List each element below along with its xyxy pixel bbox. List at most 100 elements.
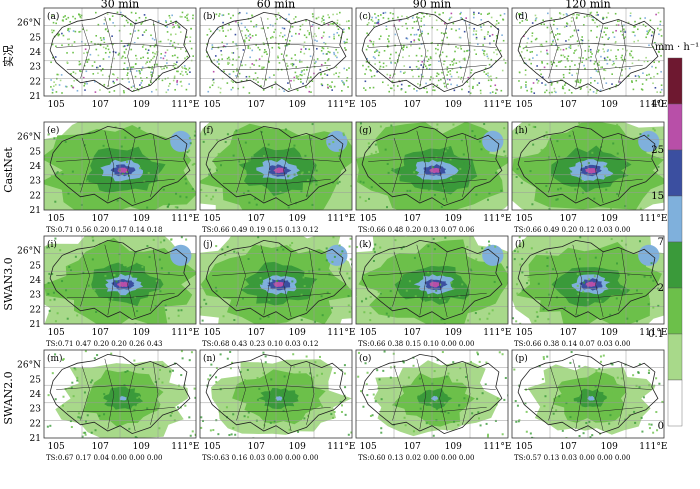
rain-pixel (389, 76, 391, 79)
rain-pixel (554, 276, 557, 279)
rain-pixel (341, 80, 343, 82)
rain-pixel (553, 90, 556, 93)
rain-pixel (232, 154, 235, 157)
rain-pixel (389, 74, 392, 77)
rain-pixel (356, 246, 359, 249)
rain-pixel (76, 376, 79, 379)
rain-pixel (81, 435, 84, 438)
rain-pixel (440, 20, 443, 22)
rain-pixel (398, 20, 401, 22)
x-tick-label: 109 (289, 214, 306, 224)
rain-pixel (347, 291, 350, 294)
rain-pixel (340, 369, 343, 372)
rain-pixel (591, 18, 594, 21)
rain-pixel (276, 280, 279, 283)
rain-pixel (84, 431, 87, 434)
rain-pixel (230, 433, 233, 436)
rain-pixel (541, 378, 544, 381)
rain-pixel (189, 40, 192, 43)
rain-pixel (80, 16, 82, 19)
rain-pixel (230, 80, 233, 82)
rain-pixel (495, 77, 498, 79)
rain-pixel (371, 20, 374, 22)
rain-pixel (251, 49, 254, 52)
rain-pixel (606, 50, 609, 52)
rain-pixel (611, 83, 613, 85)
panel-letter: (i) (47, 239, 57, 250)
rain-pixel (529, 51, 532, 53)
column-title: 90 min (413, 0, 452, 11)
rain-pixel (437, 44, 439, 46)
rain-pixel (430, 57, 432, 60)
county-boundary (283, 137, 292, 204)
rain-pixel (544, 200, 547, 203)
rain-pixel (376, 49, 379, 52)
rain-pixel (215, 169, 218, 172)
rain-pixel (447, 83, 449, 85)
rain-pixel (565, 40, 567, 42)
rain-pixel (469, 360, 472, 363)
rain-pixel (66, 317, 69, 320)
rain-pixel (259, 317, 262, 320)
rain-pixel (189, 269, 192, 272)
rain-pixel (167, 203, 170, 206)
rain-pixel (436, 72, 439, 75)
rain-pixel (157, 377, 160, 380)
panel-letter: (d) (515, 11, 528, 22)
rain-pixel (294, 54, 296, 56)
rain-pixel (300, 318, 303, 321)
rain-pixel (185, 182, 188, 185)
rain-pixel (79, 16, 82, 18)
rain-pixel (369, 39, 371, 42)
rain-pixel (318, 355, 321, 358)
rain-pixel (538, 365, 541, 368)
rain-pixel (146, 206, 149, 209)
rain-pixel (443, 60, 445, 62)
rain-pixel (534, 19, 537, 22)
rain-pixel (562, 54, 565, 57)
rain-pixel (620, 239, 623, 242)
rain-pixel (161, 68, 163, 70)
rain-pixel (302, 46, 305, 48)
ts-scores: TS:0.71 0.47 0.20 0.20 0.26 0.43 (46, 340, 162, 348)
rain-pixel (520, 51, 523, 53)
rain-pixel (617, 49, 619, 51)
rain-pixel (287, 175, 290, 178)
colorbar-segment (667, 149, 683, 197)
rain-pixel (639, 133, 642, 136)
rain-pixel (614, 189, 617, 192)
rain-pixel (236, 67, 238, 70)
rain-pixel (504, 376, 507, 379)
rain-pixel (71, 44, 73, 46)
rain-pixel (603, 50, 605, 53)
rain-pixel (145, 48, 147, 51)
rain-pixel (579, 81, 581, 84)
rain-pixel (567, 55, 570, 57)
rain-pixel (418, 67, 420, 69)
rain-pixel (482, 24, 485, 26)
rain-pixel (309, 372, 312, 375)
rain-pixel (128, 44, 130, 46)
rain-pixel (587, 50, 590, 52)
rain-pixel (534, 126, 537, 129)
rain-pixel (193, 134, 196, 137)
rain-pixel (132, 85, 135, 87)
rain-pixel (120, 57, 123, 60)
rain-pixel (565, 47, 568, 50)
county-boundary (80, 23, 90, 79)
rain-pixel (372, 247, 375, 250)
rain-pixel (312, 15, 314, 18)
rain-pixel (143, 168, 146, 171)
rain-pixel (373, 25, 375, 27)
rain-pixel (187, 69, 190, 71)
rain-pixel (273, 74, 275, 76)
rain-pixel (386, 162, 389, 165)
rain-pixel (95, 48, 98, 51)
rain-pixel (315, 186, 318, 189)
rain-pixel (329, 85, 332, 87)
rain-pixel (578, 122, 581, 125)
rain-pixel (476, 353, 479, 356)
rain-pixel (221, 58, 224, 60)
rain-pixel (603, 57, 606, 59)
rain-pixel (257, 313, 260, 316)
